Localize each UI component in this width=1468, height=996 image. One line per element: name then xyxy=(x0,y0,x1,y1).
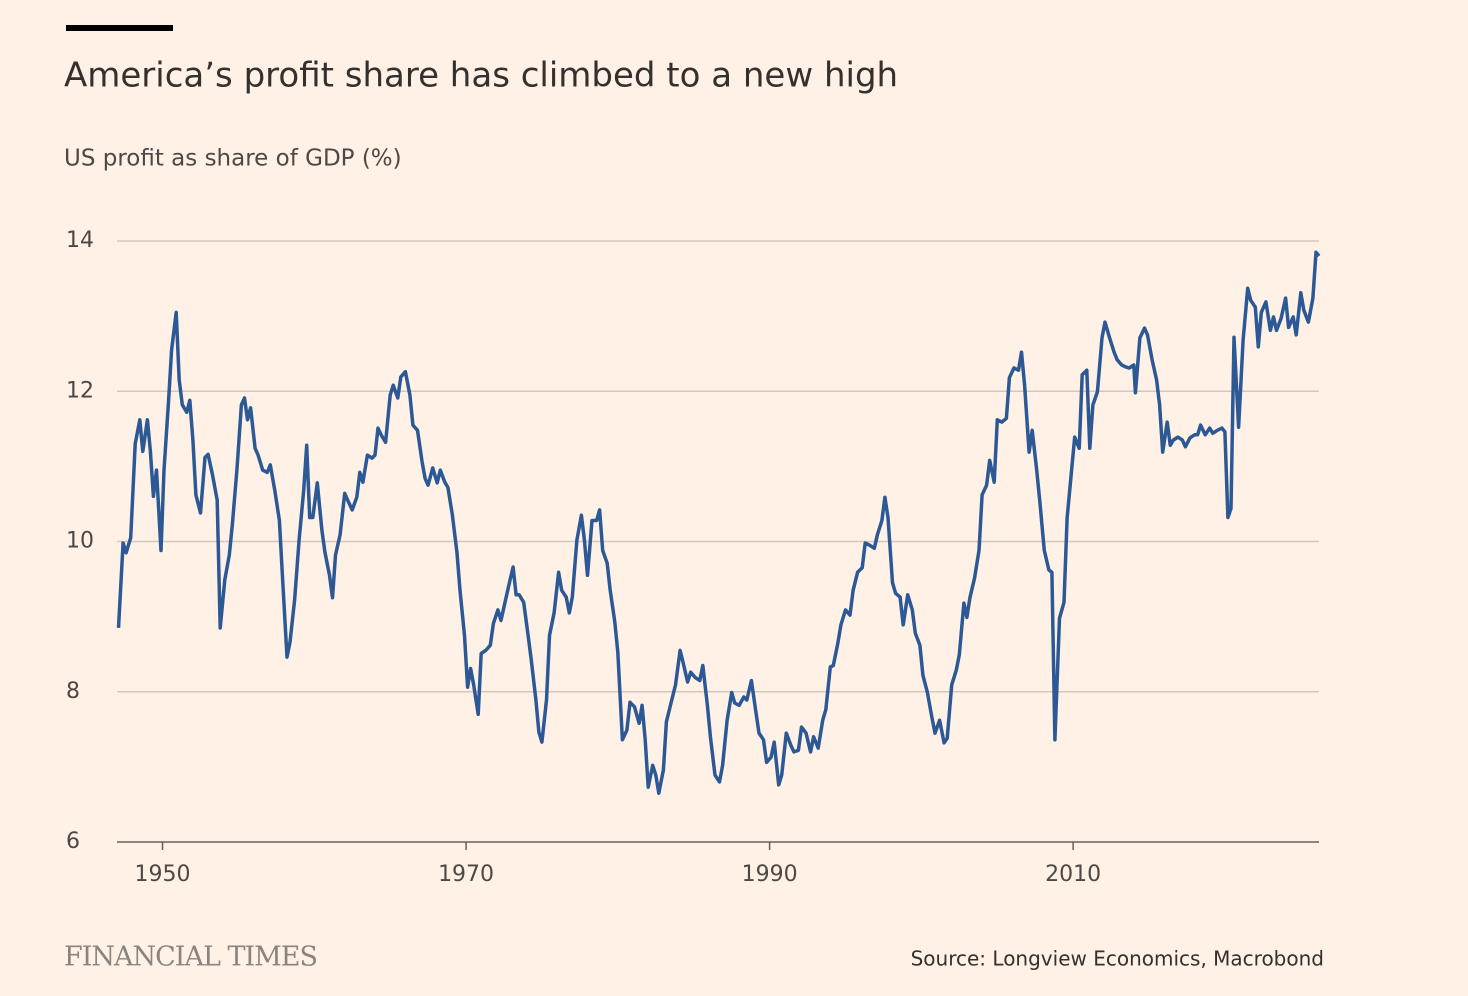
y-tick-label: 10 xyxy=(66,529,94,554)
brand: FINANCIAL TIMES xyxy=(64,942,317,973)
data-line xyxy=(116,250,1321,795)
x-tick-label: 1990 xyxy=(742,862,798,887)
y-tick-label: 12 xyxy=(66,378,94,403)
y-tick-label: 6 xyxy=(66,829,80,854)
subtitle: US profit as share of GDP (%) xyxy=(64,146,402,172)
chart-title: America’s profit share has climbed to a … xyxy=(64,56,898,96)
x-tick-label: 1950 xyxy=(135,862,191,887)
title-bar xyxy=(66,25,173,31)
y-tick-label: 8 xyxy=(66,679,80,704)
x-tick-label: 1970 xyxy=(438,862,494,887)
x-tick-label: 2010 xyxy=(1045,862,1101,887)
source: Source: Longview Economics, Macrobond xyxy=(911,947,1324,971)
y-tick-label: 14 xyxy=(66,228,94,253)
